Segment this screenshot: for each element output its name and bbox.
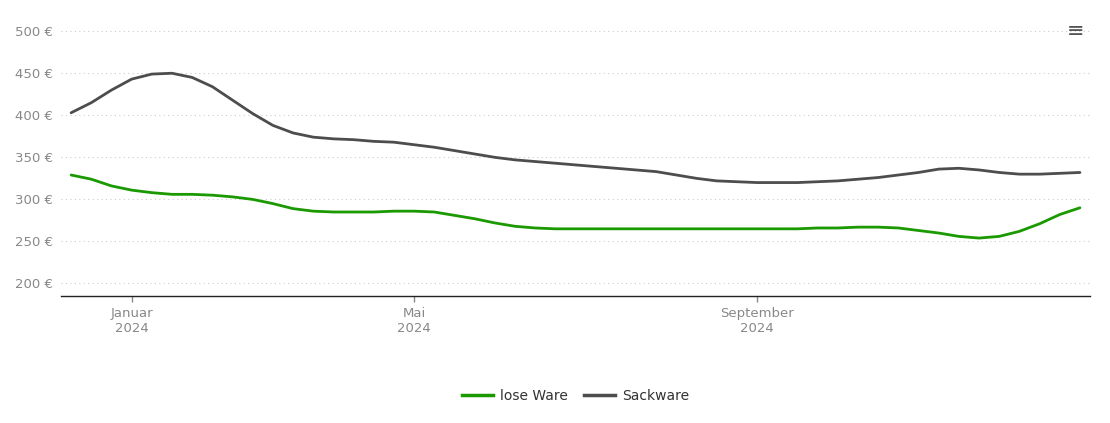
Legend: lose Ware, Sackware: lose Ware, Sackware <box>456 383 695 408</box>
Text: ≡: ≡ <box>1067 21 1084 41</box>
